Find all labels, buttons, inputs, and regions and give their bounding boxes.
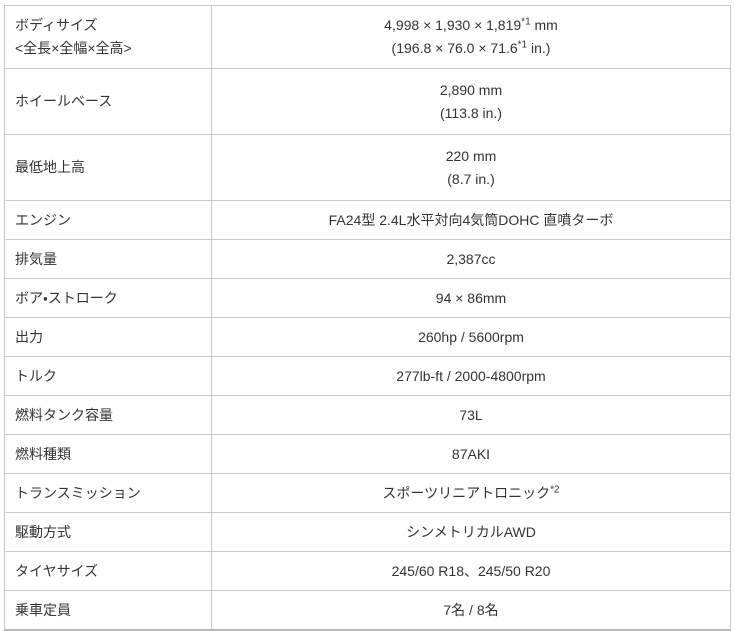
spec-row-bore-stroke: ボア・ストローク 94 × 86mm	[4, 278, 731, 318]
spec-value: 73L	[211, 395, 731, 435]
spec-label: ボディサイズ <全長×全幅×全高>	[4, 5, 212, 69]
spec-value-line: (196.8 × 76.0 × 71.6*1 in.)	[391, 39, 551, 56]
spec-row-output: 出力 260hp / 5600rpm	[4, 317, 731, 357]
spec-label: トルク	[4, 356, 212, 396]
spec-value-line: (113.8 in.)	[440, 104, 502, 121]
spec-label: 駆動方式	[4, 512, 212, 552]
spec-value-line: 2,890 mm	[439, 81, 503, 98]
spec-label: 乗車定員	[4, 590, 212, 631]
spec-row-engine: エンジン FA24型 2.4L水平対向4気筒DOHC 直噴ターボ	[4, 200, 731, 240]
spec-row-wheelbase: ホイールベース 2,890 mm (113.8 in.)	[4, 68, 731, 135]
spec-value: 245/60 R18、245/50 R20	[211, 551, 731, 591]
spec-label-line: ホイールベース	[15, 93, 113, 109]
spec-label-line: <全長×全幅×全高>	[15, 40, 132, 56]
spec-value: 220 mm (8.7 in.)	[211, 134, 731, 201]
spec-value-line: 220 mm	[445, 147, 497, 164]
spec-label: ボア・ストローク	[4, 278, 212, 318]
spec-row-fuel-tank-capacity: 燃料タンク容量 73L	[4, 395, 731, 435]
spec-row-seating-capacity: 乗車定員 7名 / 8名	[4, 590, 731, 631]
footnote-marker: *1	[521, 16, 531, 28]
spec-row-body-size: ボディサイズ <全長×全幅×全高> 4,998 × 1,930 × 1,819*…	[4, 5, 731, 69]
spec-label-line: 最低地上高	[15, 159, 85, 175]
spec-label: エンジン	[4, 200, 212, 240]
spec-value: 2,890 mm (113.8 in.)	[211, 68, 731, 135]
spec-label: 排気量	[4, 239, 212, 279]
spec-value: 2,387cc	[211, 239, 731, 279]
spec-value-line: 4,998 × 1,930 × 1,819*1 mm	[384, 16, 558, 33]
spec-row-tire-size: タイヤサイズ 245/60 R18、245/50 R20	[4, 551, 731, 591]
spec-value: シンメトリカルAWD	[211, 512, 731, 552]
spec-row-transmission: トランスミッション スポーツリニアトロニック*2	[4, 473, 731, 513]
spec-row-ground-clearance: 最低地上高 220 mm (8.7 in.)	[4, 134, 731, 201]
footnote-marker: *2	[550, 483, 560, 495]
spec-value: 7名 / 8名	[211, 590, 731, 631]
spec-row-fuel-type: 燃料種類 87AKI	[4, 434, 731, 474]
spec-value: スポーツリニアトロニック*2	[211, 473, 731, 513]
footnote-marker: *1	[517, 39, 528, 51]
spec-label: トランスミッション	[4, 473, 212, 513]
spec-label: 燃料タンク容量	[4, 395, 212, 435]
spec-value: 260hp / 5600rpm	[211, 317, 731, 357]
spec-label: ホイールベース	[4, 68, 212, 135]
vehicle-spec-table: ボディサイズ <全長×全幅×全高> 4,998 × 1,930 × 1,819*…	[4, 5, 731, 631]
spec-label: 出力	[4, 317, 212, 357]
spec-value: FA24型 2.4L水平対向4気筒DOHC 直噴ターボ	[211, 200, 731, 240]
spec-row-torque: トルク 277lb-ft / 2000-4800rpm	[4, 356, 731, 396]
spec-value: 94 × 86mm	[211, 278, 731, 318]
spec-label: 最低地上高	[4, 134, 212, 201]
spec-label-line: ボディサイズ	[15, 17, 98, 33]
spec-label: 燃料種類	[4, 434, 212, 474]
spec-value-line: (8.7 in.)	[447, 170, 495, 187]
spec-value: 277lb-ft / 2000-4800rpm	[211, 356, 731, 396]
spec-value: 4,998 × 1,930 × 1,819*1 mm (196.8 × 76.0…	[211, 5, 731, 69]
spec-row-drivetrain: 駆動方式 シンメトリカルAWD	[4, 512, 731, 552]
spec-value: 87AKI	[211, 434, 731, 474]
spec-row-displacement: 排気量 2,387cc	[4, 239, 731, 279]
spec-label: タイヤサイズ	[4, 551, 212, 591]
